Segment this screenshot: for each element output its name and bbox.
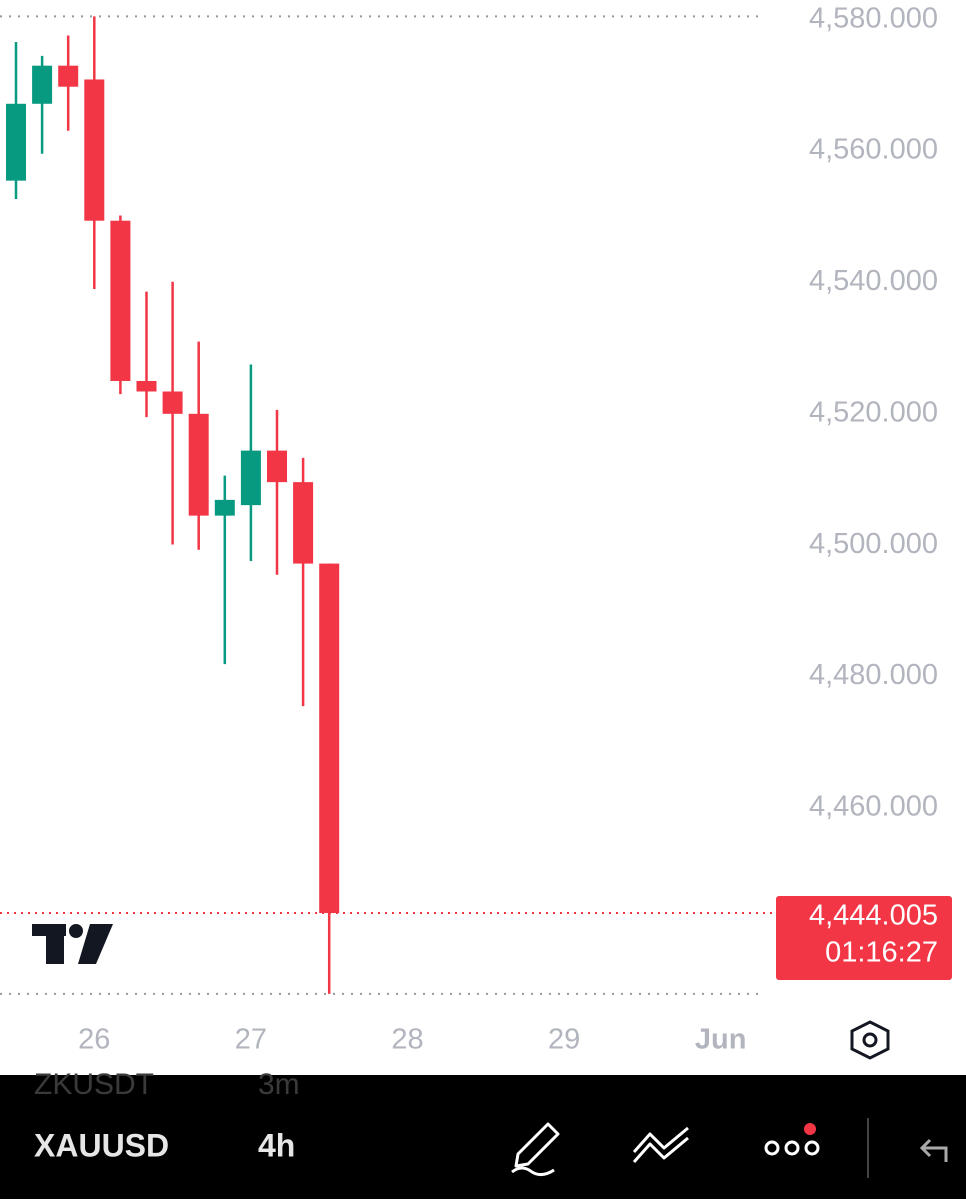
toolbar-background (0, 1075, 966, 1199)
candle-body (58, 65, 79, 87)
candle-body (240, 450, 261, 506)
last-price-label: 4,444.005 (809, 900, 938, 932)
candle-body (136, 380, 157, 392)
x-tick-label: 26 (78, 1024, 110, 1056)
more-icon[interactable] (764, 1140, 820, 1156)
settings-icon[interactable] (850, 1020, 890, 1060)
indicators-icon[interactable] (632, 1126, 689, 1163)
notification-dot (804, 1123, 816, 1135)
candle-body (84, 79, 105, 221)
candle-body (188, 413, 209, 516)
draw-tool-icon[interactable] (511, 1122, 560, 1177)
candle-body (293, 482, 314, 564)
last-price-box (776, 896, 952, 980)
y-tick-label: 4,540.000 (809, 265, 938, 297)
candle-body (214, 499, 235, 516)
previous-interval: 3m (258, 1068, 300, 1101)
candle-body (319, 563, 340, 914)
y-tick-label: 4,480.000 (809, 659, 938, 691)
x-tick-label: 27 (235, 1024, 267, 1056)
candle-body (110, 220, 131, 381)
x-tick-label: 28 (391, 1024, 423, 1056)
candle-body (32, 65, 53, 104)
y-tick-label: 4,560.000 (809, 134, 938, 166)
x-tick-label: Jun (695, 1024, 747, 1056)
y-tick-label: 4,520.000 (809, 396, 938, 428)
logo (32, 924, 113, 964)
candle-body (6, 103, 26, 181)
undo-icon[interactable] (919, 1138, 948, 1162)
candle-body (267, 450, 287, 483)
y-tick-label: 4,460.000 (809, 791, 938, 823)
candle-body (162, 391, 183, 414)
interval[interactable]: 4h (258, 1127, 295, 1163)
previous-symbol: ZKUSDT (34, 1068, 154, 1101)
y-tick-label: 4,580.000 (809, 2, 938, 34)
countdown: 01:16:27 (825, 937, 938, 969)
symbol[interactable]: XAUUSD (34, 1127, 169, 1163)
x-tick-label: 29 (548, 1024, 580, 1056)
y-tick-label: 4,500.000 (809, 528, 938, 560)
